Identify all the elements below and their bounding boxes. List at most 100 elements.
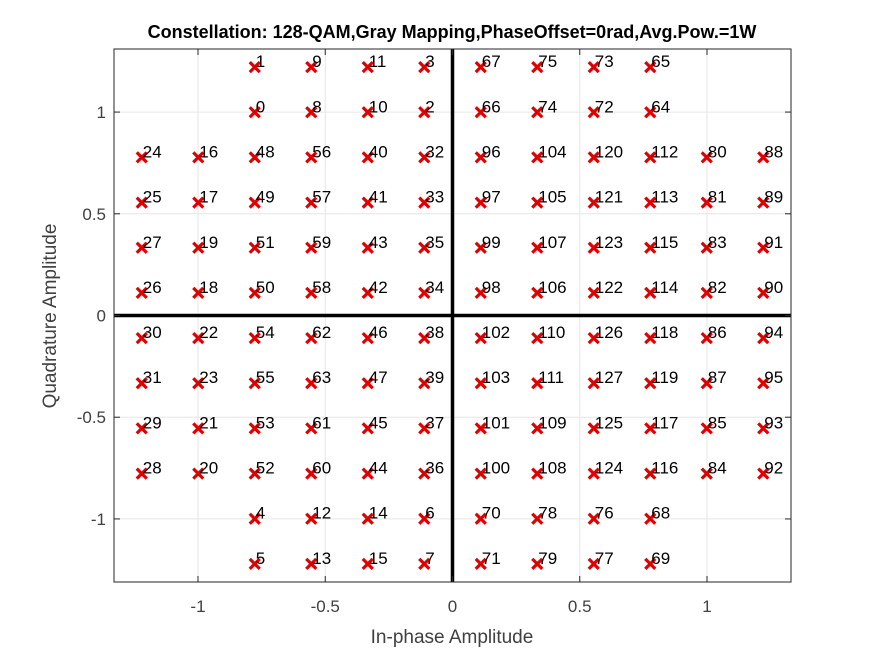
x-marker-stroke: [531, 331, 544, 345]
symbol-label: 58: [312, 278, 331, 297]
constellation-point: 15: [361, 549, 388, 571]
x-marker-stroke: [418, 557, 431, 571]
x-marker-stroke: [587, 377, 600, 390]
constellation-point: 124: [587, 459, 623, 480]
constellation-point: 70: [474, 504, 501, 525]
x-marker-stroke: [644, 377, 657, 390]
x-marker-stroke: [418, 196, 431, 209]
x-marker-stroke: [361, 467, 374, 480]
symbol-label: 49: [256, 188, 275, 207]
symbol-label: 123: [595, 233, 623, 252]
symbol-label: 10: [369, 97, 388, 116]
constellation-point: 75: [531, 52, 557, 74]
x-marker-stroke: [248, 241, 261, 254]
x-marker-stroke: [418, 151, 431, 164]
symbol-label: 78: [538, 504, 557, 523]
symbol-label: 44: [369, 459, 388, 478]
symbol-label: 67: [482, 52, 501, 71]
x-marker-stroke: [305, 286, 318, 300]
symbol-label: 103: [482, 368, 510, 387]
x-marker-stroke: [248, 377, 261, 390]
constellation-point: 1: [248, 52, 265, 74]
constellation-point: 49: [248, 188, 275, 209]
x-axis-label: In-phase Amplitude: [371, 627, 534, 648]
x-marker-stroke: [135, 286, 148, 300]
x-marker-stroke: [248, 512, 261, 525]
x-marker-stroke: [418, 422, 431, 435]
constellation-point: 117: [644, 413, 678, 435]
x-marker-stroke: [531, 106, 544, 119]
symbol-label: 98: [482, 278, 501, 297]
constellation-point: 97: [474, 188, 501, 209]
symbol-label: 105: [538, 188, 566, 207]
constellation-point: 126: [587, 323, 623, 345]
x-marker-stroke: [135, 467, 148, 480]
symbol-label: 45: [369, 413, 388, 432]
x-marker-stroke: [700, 151, 713, 164]
symbol-label: 107: [538, 233, 566, 252]
constellation-point: 3: [418, 52, 435, 74]
x-marker-stroke: [644, 241, 657, 254]
constellation-point: 78: [531, 504, 557, 525]
symbol-label: 32: [425, 142, 444, 161]
x-marker-stroke: [135, 151, 148, 164]
x-marker-stroke: [305, 60, 318, 74]
x-marker-stroke: [361, 60, 374, 74]
x-marker-stroke: [305, 331, 318, 345]
x-marker-stroke: [474, 60, 487, 74]
constellation-point: 18: [192, 278, 218, 300]
symbol-label: 20: [199, 459, 218, 478]
zero-axes: [114, 49, 791, 582]
x-marker-stroke: [474, 512, 487, 525]
x-marker-stroke: [135, 241, 148, 254]
symbol-label: 35: [425, 233, 444, 252]
symbol-label: 27: [143, 233, 162, 252]
symbol-label: 86: [708, 323, 727, 342]
x-marker-stroke: [474, 196, 487, 209]
constellation-point: 71: [474, 549, 501, 571]
x-marker-stroke: [757, 422, 770, 435]
constellation-point: 99: [474, 233, 501, 254]
constellation-point: 81: [700, 188, 727, 209]
x-marker-stroke: [757, 286, 770, 300]
symbol-label: 120: [595, 142, 623, 161]
x-marker-stroke: [305, 377, 318, 390]
x-marker-stroke: [418, 331, 431, 345]
constellation-point: 127: [587, 368, 623, 390]
x-marker-stroke: [474, 467, 487, 480]
symbol-label: 51: [256, 233, 275, 252]
symbol-label: 29: [143, 413, 162, 432]
constellation-point: 122: [587, 278, 623, 300]
x-marker-stroke: [361, 512, 374, 525]
x-marker-stroke: [644, 422, 657, 435]
symbol-label: 41: [369, 188, 388, 207]
x-marker-stroke: [531, 557, 544, 571]
symbol-label: 83: [708, 233, 727, 252]
constellation-point: 34: [418, 278, 444, 300]
y-tick-label: -0.5: [77, 408, 106, 427]
constellation-point: 83: [700, 233, 727, 254]
symbol-label: 19: [199, 233, 218, 252]
constellation-point: 27: [135, 233, 162, 254]
x-marker-stroke: [474, 106, 487, 119]
constellation-point: 37: [418, 413, 444, 435]
x-tick-label: 1: [702, 597, 711, 616]
x-marker-stroke: [418, 60, 431, 74]
constellation-point: 14: [361, 504, 388, 525]
symbol-label: 6: [425, 504, 434, 523]
constellation-point: 79: [531, 549, 557, 571]
symbol-label: 79: [538, 549, 557, 568]
x-marker-stroke: [531, 241, 544, 254]
symbol-label: 34: [425, 278, 444, 297]
constellation-point: 120: [587, 142, 623, 164]
x-marker-stroke: [531, 196, 544, 209]
constellation-point: 10: [361, 97, 388, 119]
symbol-label: 33: [425, 188, 444, 207]
x-marker-stroke: [757, 331, 770, 345]
constellation-point: 58: [305, 278, 331, 300]
symbol-label: 110: [538, 323, 565, 342]
symbol-label: 55: [256, 368, 275, 387]
constellation-point: 107: [531, 233, 567, 254]
symbol-label: 60: [312, 459, 331, 478]
constellation-point: 33: [418, 188, 444, 209]
